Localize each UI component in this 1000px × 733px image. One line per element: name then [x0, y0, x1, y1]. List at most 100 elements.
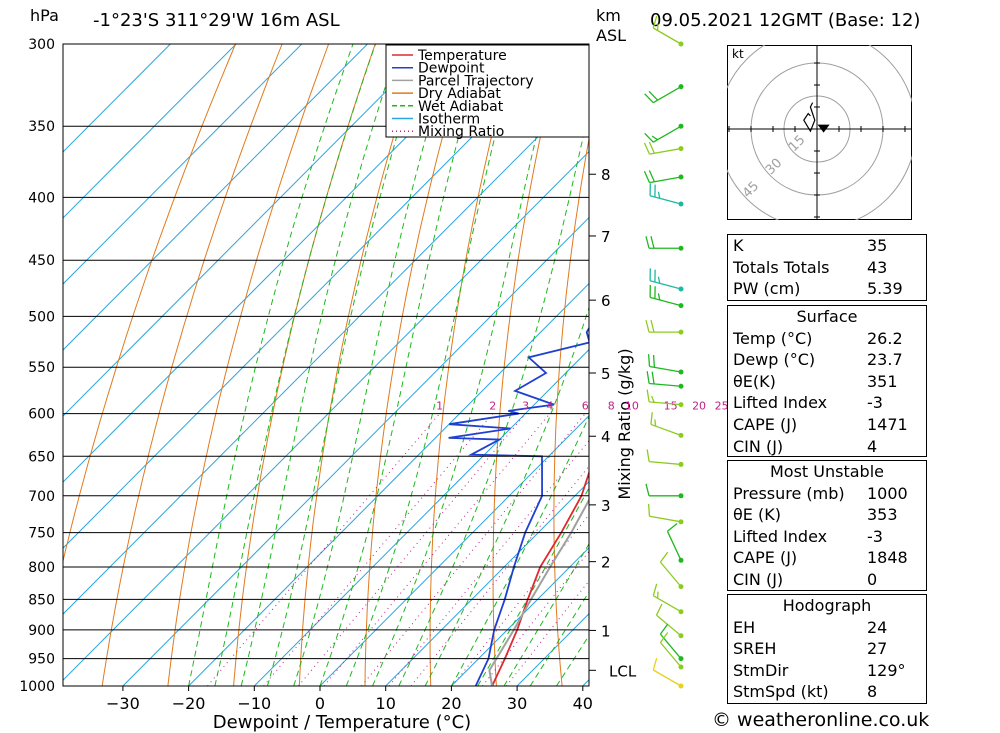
legend-entry: Isotherm — [418, 112, 480, 128]
copyright-footer[interactable]: © weatheronline.co.uk — [712, 709, 930, 731]
wind-barb-feather — [644, 93, 654, 104]
wind-barb-feather — [648, 90, 659, 101]
plot-frame — [62, 43, 590, 687]
stat-value: 27 — [867, 639, 888, 659]
wind-barb-staff — [649, 280, 682, 290]
wet-adiabat-line — [319, 44, 485, 686]
mixing-ratio-label: 10 — [625, 400, 639, 413]
temperature-tick-label: 30 — [507, 694, 527, 713]
stat-label: CIN (J) — [733, 569, 784, 589]
stat-value: 129° — [867, 660, 906, 680]
wind-barb-staff — [652, 86, 682, 104]
stat-label: CAPE (J) — [733, 414, 798, 434]
pressure-tick-label: 450 — [28, 253, 55, 269]
stat-label: StmDir — [733, 660, 789, 680]
stat-value: -3 — [867, 526, 883, 546]
dry-adiabat-line — [167, 44, 330, 686]
temperature-tick-label: 40 — [573, 694, 593, 713]
wet-adiabat-line — [266, 44, 426, 686]
stat-row: StmSpd (kt) 8 — [728, 681, 926, 703]
wind-barb-feather — [651, 135, 658, 141]
stat-label: StmSpd (kt) — [733, 682, 829, 702]
wind-barb-feather — [652, 15, 658, 29]
storm-motion-marker — [817, 124, 830, 133]
hodograph-frame — [727, 45, 912, 220]
height-tick-label: 1 — [601, 622, 611, 640]
stat-value: 23.7 — [867, 350, 903, 370]
mixing-ratio-label: 25 — [715, 400, 727, 413]
wind-barb-staff — [649, 296, 682, 307]
wind-barb-staff — [656, 614, 682, 637]
stat-row: CAPE (J) 1471 — [728, 414, 926, 436]
pressure-tick-label: 400 — [28, 190, 55, 206]
stat-value: 1848 — [867, 548, 908, 568]
wind-barb-feather — [647, 503, 651, 517]
wind-barb-feather — [646, 449, 650, 462]
x-axis-title: Dewpoint / Temperature (°C) — [213, 712, 471, 733]
wind-barb-feather — [647, 354, 651, 367]
index-label: Totals Totals — [733, 257, 830, 277]
wind-barb-feather — [645, 319, 650, 333]
stat-value: 4 — [867, 436, 878, 456]
mixing-ratio-line — [506, 580, 589, 686]
height-tick-label: 6 — [601, 292, 611, 310]
surface-title: Surface — [796, 307, 858, 326]
height-tick-label: LCL — [609, 662, 637, 680]
legend-entry: Temperature — [417, 48, 507, 64]
wind-barb-feather — [651, 395, 655, 403]
wet-adiabat-line — [372, 44, 560, 686]
mixing-ratio-label: 20 — [692, 400, 706, 413]
wind-barb-staff — [649, 382, 682, 387]
wind-barb-staff — [649, 401, 682, 406]
isotherm-line — [63, 44, 369, 351]
height-tick-label: 3 — [601, 497, 611, 515]
km-unit-label: km — [596, 6, 621, 25]
legend-entry: Dry Adiabat — [418, 86, 501, 102]
isotherm-line — [649, 26, 728, 686]
wind-barb-feather — [651, 371, 655, 385]
dry-adiabat-line — [364, 44, 469, 686]
mixing-ratio-label: 15 — [664, 400, 678, 413]
wind-barb-feather — [657, 276, 661, 284]
wet-adiabat-line — [240, 44, 400, 686]
isotherm-line — [63, 44, 303, 285]
most-unstable-title: Most Unstable — [770, 462, 884, 481]
stat-row: Lifted Index -3 — [728, 392, 926, 414]
stat-label: θE (K) — [733, 505, 781, 525]
wind-barb-staff — [649, 515, 682, 523]
wind-barb-staff — [652, 27, 682, 45]
stat-row: Pressure (mb) 1000 — [728, 483, 926, 505]
wind-barb-feather — [657, 293, 661, 301]
wind-barb-feather — [650, 319, 655, 333]
hodograph-box-title: Hodograph — [782, 596, 872, 615]
parcel-trajectory-profile — [488, 498, 589, 686]
wind-barb-staff — [652, 669, 682, 687]
wind-barb-staff — [659, 642, 682, 668]
pressure-tick-label: 950 — [28, 652, 55, 668]
pressure-tick-label: 550 — [28, 360, 55, 376]
isotherm-line — [385, 480, 589, 686]
pressure-tick-label: 650 — [28, 449, 55, 465]
hodograph-box: Hodograph EH 24 SREH 27 StmDir 129° StmSpd (kt… — [727, 594, 927, 704]
wet-adiabat-line — [293, 44, 454, 686]
index-value: 5.39 — [867, 279, 903, 299]
wind-barb-staff — [649, 195, 682, 205]
stat-row: CIN (J) 4 — [728, 436, 926, 458]
temperature-tick-label: −10 — [237, 694, 271, 713]
mixing-ratio-axis-title: Mixing Ratio (g/kg) — [615, 348, 634, 499]
stat-row: StmDir 129° — [728, 660, 926, 682]
wind-barb-feather — [659, 551, 669, 563]
wet-adiabat-line — [345, 44, 520, 686]
dry-adiabat-line — [101, 44, 283, 686]
isotherm-line — [582, 679, 589, 686]
skew-t-chart: 3003504004505005506006507007508008509009… — [19, 15, 728, 733]
wind-barb-feather — [646, 371, 650, 384]
mixing-ratio-label: 1 — [436, 400, 443, 413]
mixing-ratio-line — [482, 550, 589, 686]
temperature-tick-label: 0 — [315, 694, 325, 713]
most-unstable-box: Most Unstable Pressure (mb) 1000 θE (K) 353… — [727, 460, 927, 591]
wind-barb-feather — [659, 632, 669, 643]
pressure-unit-label: hPa — [30, 6, 59, 25]
temperature-tick-label: −20 — [172, 694, 206, 713]
index-row: Totals Totals 43 — [728, 257, 927, 279]
